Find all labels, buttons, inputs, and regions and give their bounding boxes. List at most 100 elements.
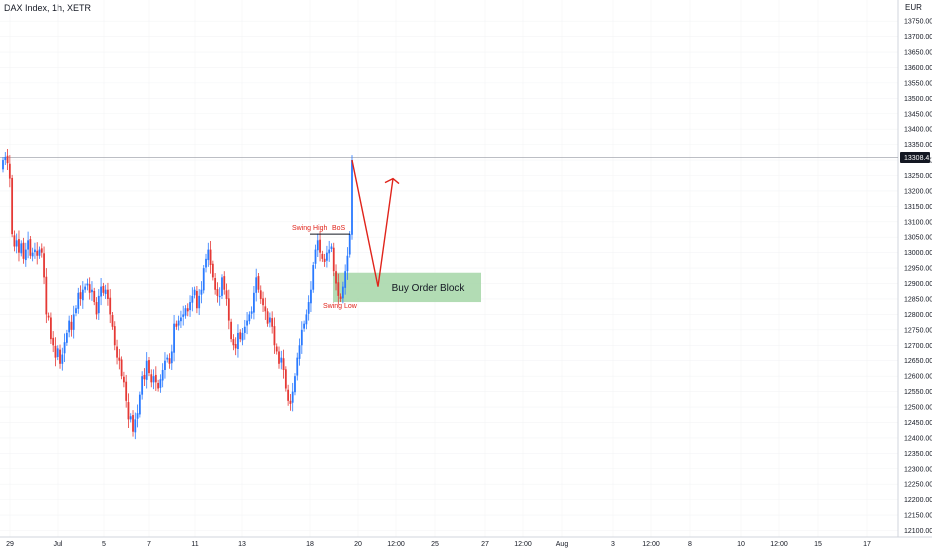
candle-body — [241, 332, 244, 341]
candle-body — [65, 332, 68, 343]
candle — [104, 284, 107, 299]
y-tick-label: 12500.00 — [904, 405, 932, 412]
candle — [312, 261, 315, 293]
candle — [207, 242, 210, 267]
candle — [223, 271, 226, 295]
candles[interactable] — [2, 148, 353, 440]
candle — [129, 413, 132, 423]
y-tick-label: 13550.00 — [904, 80, 932, 87]
candle-body — [310, 289, 312, 304]
candle — [4, 152, 7, 165]
drawings[interactable]: Swing High BoS Swing Low Buy Order Block — [292, 159, 465, 310]
candle — [275, 343, 278, 355]
candle-body — [18, 239, 20, 253]
candle-body — [54, 345, 57, 358]
candle-body — [43, 253, 45, 278]
x-tick-label: 11 — [191, 541, 198, 548]
candle-body — [198, 295, 201, 309]
y-tick-label: 13000.00 — [904, 250, 932, 257]
candle — [109, 289, 112, 324]
candle — [195, 286, 198, 314]
candle-body — [273, 326, 276, 346]
candle-body — [50, 317, 52, 340]
candle — [216, 282, 219, 303]
candle — [61, 347, 64, 371]
candle-body — [4, 156, 7, 161]
candle-body — [255, 277, 258, 293]
currency-label: EUR — [905, 3, 922, 12]
candle-body — [100, 286, 102, 297]
candle-body — [148, 360, 150, 374]
last-price-tag-text: 13308.41 — [904, 155, 932, 162]
candle-body — [189, 302, 191, 311]
candle-body — [88, 284, 91, 293]
y-tick-label: 13450.00 — [904, 111, 932, 118]
x-tick-label: 12:00 — [514, 541, 532, 548]
x-tick-label: 7 — [147, 541, 151, 548]
candle-body — [184, 308, 187, 316]
candle-body — [70, 321, 73, 330]
candle — [102, 282, 105, 296]
candle-body — [164, 360, 166, 370]
buy-order-block-zone[interactable] — [333, 272, 481, 303]
candle — [296, 352, 299, 381]
candle — [257, 273, 260, 293]
candle — [134, 412, 137, 440]
y-tick-label: 13700.00 — [904, 34, 932, 41]
candle — [11, 174, 14, 238]
candle — [241, 327, 244, 346]
y-tick-label: 12250.00 — [904, 482, 932, 489]
candle — [77, 287, 80, 314]
candle-body — [34, 249, 36, 253]
candle — [138, 391, 141, 418]
candle-body — [68, 320, 71, 333]
last-price-tag-bg — [900, 151, 930, 163]
y-tick-label: 12400.00 — [904, 435, 932, 442]
y-tick-label: 12450.00 — [904, 420, 932, 427]
candle — [346, 247, 349, 280]
candle — [157, 379, 160, 392]
candle-body — [31, 252, 34, 257]
candle — [97, 289, 100, 320]
candle — [298, 338, 301, 366]
candle — [143, 368, 146, 387]
candle — [107, 282, 109, 306]
candle — [180, 310, 182, 328]
candle — [54, 337, 57, 367]
candle-body — [278, 351, 280, 364]
candle-body — [118, 357, 121, 361]
candle — [113, 321, 116, 351]
candle — [31, 247, 34, 262]
candle — [173, 315, 175, 362]
candle-body — [312, 265, 315, 290]
candle — [24, 242, 27, 267]
candle-body — [294, 376, 296, 393]
candle — [239, 329, 242, 343]
candle — [305, 309, 308, 330]
candle-body — [2, 160, 4, 170]
candle-body — [257, 276, 260, 290]
y-tick-label: 13050.00 — [904, 235, 932, 242]
candle — [81, 281, 84, 309]
candle — [132, 410, 134, 437]
candle-body — [234, 344, 237, 349]
candle-body — [127, 402, 130, 420]
candle-body — [141, 376, 144, 395]
candle — [164, 352, 166, 379]
candle — [193, 286, 196, 299]
candle — [100, 277, 102, 306]
bos-label: BoS — [332, 225, 346, 232]
candle-body — [207, 249, 210, 261]
candle-body — [195, 290, 198, 309]
candle — [52, 331, 55, 353]
candle-body — [20, 243, 23, 254]
candle-body — [84, 286, 87, 290]
chart-title: DAX Index, 1h, XETR — [4, 3, 92, 13]
candle — [211, 260, 214, 281]
candle — [314, 244, 317, 269]
candle-body — [109, 297, 112, 315]
swing-high-label: Swing High — [292, 225, 328, 232]
candle — [271, 311, 274, 334]
candle-body — [232, 339, 235, 346]
